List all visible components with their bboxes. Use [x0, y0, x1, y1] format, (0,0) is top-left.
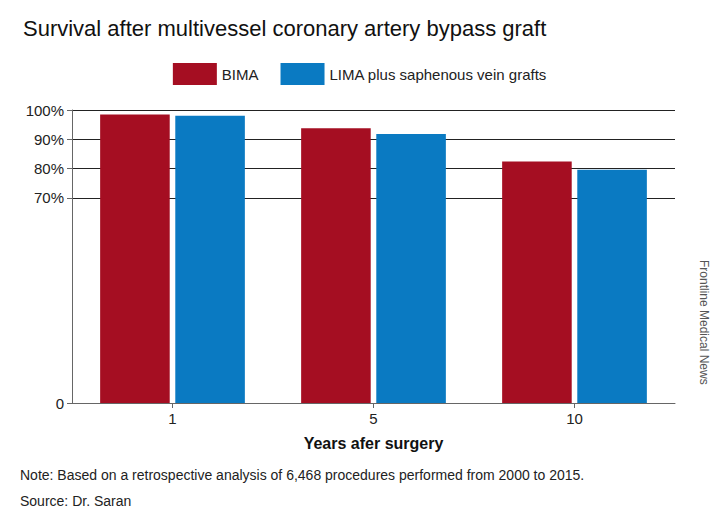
- svg-text:80%: 80%: [34, 160, 64, 177]
- svg-text:Source: Dr. Saran: Source: Dr. Saran: [20, 493, 131, 509]
- svg-text:Note: Based on a retrospective: Note: Based on a retrospective analysis …: [20, 467, 584, 483]
- svg-text:Survival after multivessel cor: Survival after multivessel coronary arte…: [23, 16, 546, 41]
- svg-text:100%: 100%: [26, 102, 64, 119]
- svg-text:5: 5: [369, 410, 377, 427]
- svg-text:BIMA: BIMA: [222, 66, 259, 83]
- svg-text:1: 1: [168, 410, 176, 427]
- svg-text:Years afer surgery: Years afer surgery: [304, 435, 444, 452]
- svg-text:90%: 90%: [34, 131, 64, 148]
- svg-text:LIMA plus saphenous vein graft: LIMA plus saphenous vein grafts: [330, 66, 547, 83]
- svg-text:0: 0: [56, 395, 64, 412]
- svg-text:70%: 70%: [34, 189, 64, 206]
- svg-text:Frontline Medical News: Frontline Medical News: [697, 260, 711, 385]
- svg-text:10: 10: [566, 410, 583, 427]
